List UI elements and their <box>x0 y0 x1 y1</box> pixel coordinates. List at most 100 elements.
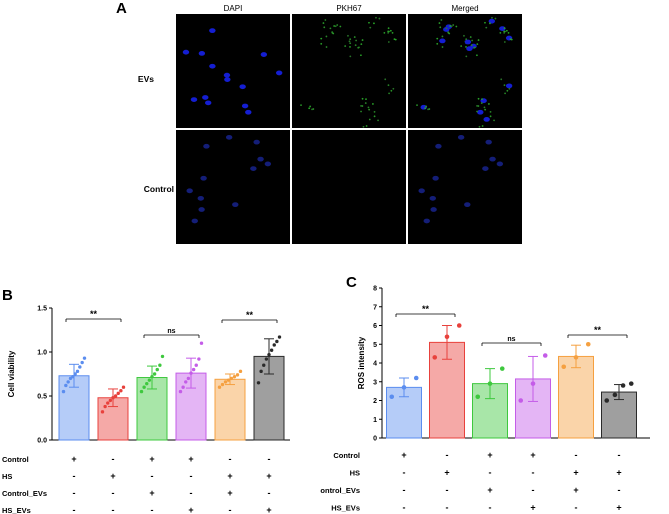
data-point <box>108 398 113 403</box>
vesicle-mark <box>499 31 502 34</box>
vesicle-mark <box>488 103 490 105</box>
vesicle-mark <box>358 46 360 49</box>
vesicle-mark <box>349 38 352 41</box>
condition-sign: - <box>532 485 535 495</box>
nucleus-mark <box>482 166 489 172</box>
vesicle-mark <box>508 87 511 90</box>
vesicle-mark <box>441 35 444 38</box>
nucleus-mark <box>483 116 490 122</box>
vesicle-mark <box>439 26 442 29</box>
data-point <box>487 381 493 386</box>
condition-sign: + <box>487 485 492 495</box>
nucleus-mark <box>191 218 198 224</box>
condition-sign: - <box>268 488 271 498</box>
data-point <box>139 389 144 394</box>
vesicle-mark <box>484 108 487 111</box>
nucleus-mark <box>457 134 465 140</box>
data-point <box>121 385 126 389</box>
vesicle-mark <box>416 104 418 107</box>
vesicle-mark <box>463 34 465 37</box>
vesicle-mark <box>387 32 390 34</box>
vesicle-mark <box>477 39 480 41</box>
condition-sign: - <box>446 485 449 495</box>
condition-sign: + <box>530 450 535 460</box>
y-tick-label: 2 <box>373 398 377 405</box>
nucleus-mark <box>464 202 471 208</box>
nucleus-mark <box>239 84 246 90</box>
vesicle-mark <box>476 110 478 113</box>
condition-sign: - <box>489 503 492 513</box>
nucleus-mark <box>198 207 205 212</box>
data-point <box>142 385 146 389</box>
condition-sign: - <box>229 505 232 514</box>
data-point <box>272 343 276 347</box>
vesicle-mark <box>373 111 376 113</box>
condition-sign: - <box>112 505 115 514</box>
data-point <box>197 357 201 361</box>
vesicle-mark <box>348 40 351 43</box>
vesicle-mark <box>391 32 394 34</box>
vesicle-mark <box>481 98 483 101</box>
nucleus-mark <box>209 28 216 34</box>
condition-label: HS <box>2 472 12 481</box>
micrograph-pkh67-evs <box>292 14 406 128</box>
y-tick-label: 3 <box>373 379 377 386</box>
vesicle-mark <box>378 17 381 20</box>
data-point <box>155 367 159 372</box>
y-tick-label: 7 <box>373 304 377 311</box>
vesicle-mark <box>373 115 376 118</box>
nucleus-mark <box>232 202 239 208</box>
y-tick-label: 0.0 <box>37 438 47 445</box>
vesicle-mark <box>503 27 506 30</box>
vesicle-mark <box>309 105 312 108</box>
data-point <box>150 374 154 379</box>
vesicle-mark <box>369 26 372 29</box>
data-point <box>178 389 183 394</box>
nucleus-mark <box>264 161 272 167</box>
data-point <box>119 389 123 393</box>
nucleus-mark <box>197 195 204 201</box>
vesicle-mark <box>373 22 375 25</box>
condition-label: Control <box>2 455 29 464</box>
nucleus-mark <box>223 72 231 78</box>
vesicle-mark <box>344 45 347 47</box>
nucleus-mark <box>209 63 216 69</box>
vesicle-mark <box>471 39 474 42</box>
data-point <box>80 360 84 365</box>
vesicle-mark <box>440 19 443 21</box>
data-point <box>401 385 407 390</box>
condition-sign: + <box>188 454 193 464</box>
vesicle-mark <box>361 105 364 107</box>
vesicle-mark <box>465 38 468 41</box>
condition-sign: - <box>73 471 76 481</box>
nucleus-mark <box>443 27 450 32</box>
condition-sign: - <box>618 485 621 495</box>
condition-sign: - <box>73 488 76 498</box>
vesicle-mark <box>324 19 327 21</box>
vesicle-mark <box>308 107 311 110</box>
condition-sign: - <box>112 454 115 464</box>
vesicle-mark <box>312 108 315 110</box>
micrograph-merged-control <box>408 130 522 244</box>
vesicle-mark <box>365 125 368 127</box>
micrograph-dapi-control <box>176 130 290 244</box>
condition-sign: + <box>227 488 232 498</box>
data-point <box>264 357 269 361</box>
vesicle-mark <box>470 44 473 47</box>
micrograph-dapi-evs <box>176 14 290 128</box>
nucleus-mark <box>418 188 425 194</box>
vesicle-mark <box>503 84 506 87</box>
vesicle-mark <box>320 37 323 40</box>
vesicle-mark <box>390 89 393 92</box>
data-point <box>82 356 87 360</box>
data-point <box>147 378 152 382</box>
y-axis-label: Cell viability <box>7 350 16 397</box>
data-point <box>232 374 237 379</box>
vesicle-mark <box>503 41 506 43</box>
row-label-control: Control <box>143 184 174 194</box>
vesicle-mark <box>476 43 479 46</box>
vesicle-mark <box>392 87 395 90</box>
vesicle-mark <box>476 105 478 107</box>
vesicle-mark <box>489 115 492 118</box>
data-point <box>189 371 193 375</box>
